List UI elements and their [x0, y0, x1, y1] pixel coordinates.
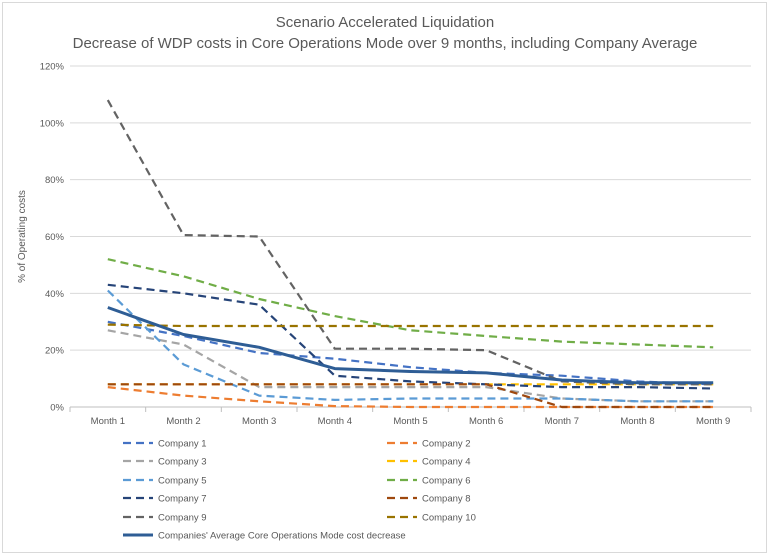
legend-label-company-2: Company 2	[422, 439, 471, 450]
series-line-company-7	[107, 283, 714, 390]
y-tick-label: 100%	[40, 118, 65, 129]
y-tick-label: 80%	[45, 175, 65, 186]
chart-subtitle: Decrease of WDP costs in Core Operations…	[73, 35, 698, 52]
x-tick-label: Month 3	[242, 416, 276, 427]
legend-label-company-7: Company 7	[158, 494, 207, 505]
series-line-company-9	[106, 99, 714, 386]
x-tick-label: Month 4	[318, 416, 352, 427]
series-line-company-1	[107, 320, 714, 386]
y-tick-label: 0%	[50, 403, 64, 414]
axes: 0% 20% 40% 60% 80% 100% 120% Month 1 Month 2 Mont…	[17, 62, 752, 427]
x-tick-label: Month 9	[696, 416, 730, 427]
legend-label-company-6: Company 6	[422, 476, 471, 487]
legend-label-company-1: Company 1	[158, 439, 207, 450]
chart-frame: Scenario Accelerated Liquidation Decreas…	[2, 2, 767, 553]
series-line-company-5	[107, 289, 714, 403]
series-line-company-2	[107, 386, 714, 409]
x-tick-label: Month 5	[393, 416, 427, 427]
line-chart: Scenario Accelerated Liquidation Decreas…	[17, 14, 752, 542]
legend-label-company-3: Company 3	[158, 457, 207, 468]
x-tick-label: Month 6	[469, 416, 503, 427]
series-line-company-8	[107, 383, 714, 409]
series-lines	[106, 99, 714, 409]
x-tick-label: Month 7	[545, 416, 579, 427]
gridlines	[70, 65, 751, 351]
legend-label-company-10: Company 10	[422, 513, 476, 524]
x-tick-label: Month 1	[91, 416, 125, 427]
y-axis-title: % of Operating costs	[17, 190, 28, 283]
y-tick-label: 40%	[45, 289, 65, 300]
series-line-company-6	[107, 258, 714, 349]
legend: Company 1 Company 2 Company 3 Company 4 Comp…	[123, 439, 476, 542]
y-tick-label: 60%	[45, 232, 65, 243]
series-line-company-10	[107, 323, 714, 328]
legend-label-company-8: Company 8	[422, 494, 471, 505]
series-line-company-3	[107, 329, 714, 403]
legend-label-company-9: Company 9	[158, 513, 207, 524]
y-tick-label: 20%	[45, 346, 65, 357]
legend-label-company-4: Company 4	[422, 457, 471, 468]
y-tick-label: 120%	[40, 62, 65, 73]
series-line-companies-average-core-operations-mode-cost-decrease	[107, 306, 714, 385]
x-tick-label: Month 2	[166, 416, 200, 427]
x-tick-label: Month 8	[620, 416, 654, 427]
chart-title: Scenario Accelerated Liquidation	[276, 14, 494, 31]
legend-label-company-5: Company 5	[158, 476, 207, 487]
legend-label-companies-average-core-operations-mode-cost-decrease: Companies' Average Core Operations Mode …	[158, 531, 406, 542]
